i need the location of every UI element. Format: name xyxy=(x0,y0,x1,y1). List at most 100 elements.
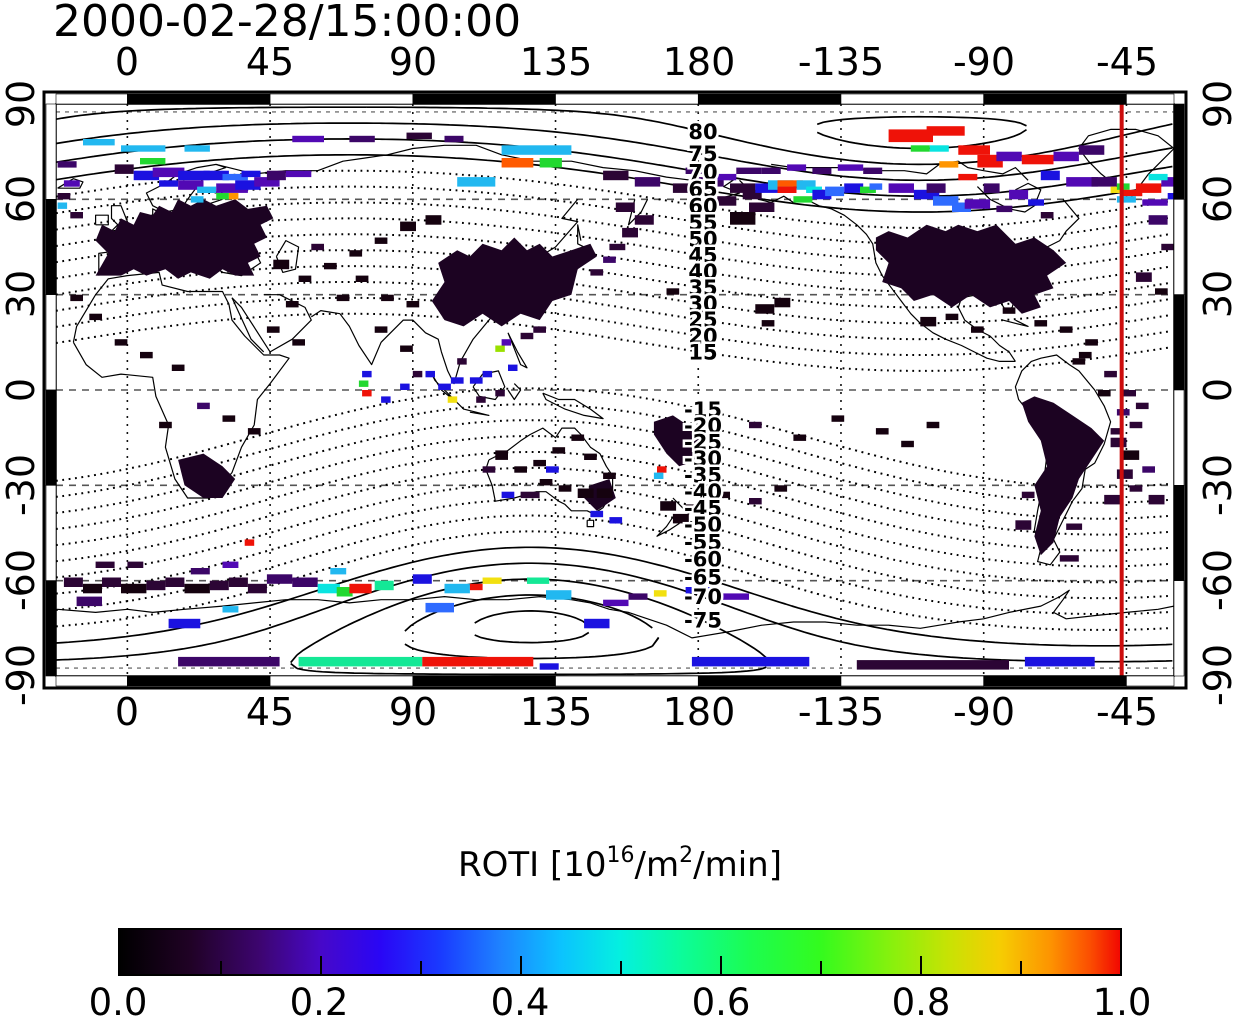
maglat-contour-label: 25 xyxy=(688,308,717,332)
roti-pixel xyxy=(317,583,340,594)
roti-pixel xyxy=(793,196,813,203)
roti-pixel xyxy=(910,145,930,152)
roti-pixel xyxy=(672,183,705,193)
maglat-contour-label: -25 xyxy=(684,430,722,454)
top-lon-tick--45: -45 xyxy=(1095,40,1159,84)
colorbar-label-0.4: 0.4 xyxy=(490,981,550,1024)
roti-pixel xyxy=(1091,177,1117,187)
roti-pixel xyxy=(349,250,363,257)
roti-pixel xyxy=(482,370,493,378)
maglat-contour-label: 65 xyxy=(688,178,717,202)
maglat-contour-label: 20 xyxy=(688,324,717,348)
roti-pixel xyxy=(222,173,248,181)
roti-pixel xyxy=(520,491,540,499)
roti-pixel xyxy=(1116,196,1136,203)
roti-pixel xyxy=(685,167,705,174)
roti-pixel xyxy=(171,364,185,371)
roti-pixel xyxy=(336,294,350,302)
maglat-contour-label: 60 xyxy=(688,194,717,218)
colorbar-label-0.8: 0.8 xyxy=(891,981,951,1024)
roti-pixel xyxy=(860,186,876,193)
roti-pixel xyxy=(945,313,959,321)
colorbar-minor-tick xyxy=(220,961,222,974)
maglat-contour-label: 80 xyxy=(688,120,717,144)
roti-pixel xyxy=(634,215,654,225)
roti-dense-region xyxy=(178,453,236,498)
roti-pixel xyxy=(400,383,410,390)
roti-pixel xyxy=(755,304,775,314)
bottom-lon-tick-0: 0 xyxy=(114,690,140,734)
roti-pixel xyxy=(222,415,236,422)
roti-pixel xyxy=(362,390,372,397)
roti-pixel xyxy=(349,135,375,143)
roti-pixel xyxy=(228,577,248,587)
roti-pixel xyxy=(450,377,464,384)
colorbar-minor-tick xyxy=(420,961,422,974)
roti-pixel xyxy=(406,132,432,139)
roti-pixel xyxy=(825,186,845,197)
roti-pixel xyxy=(831,415,845,422)
roti-pixel xyxy=(603,472,616,479)
roti-pixel xyxy=(244,539,255,546)
roti-pixel xyxy=(457,177,496,187)
roti-pixel xyxy=(501,491,515,499)
roti-pixel xyxy=(70,294,83,302)
superscript-16: 16 xyxy=(606,843,635,868)
roti-pixel xyxy=(1021,154,1054,165)
roti-pixel xyxy=(653,472,664,479)
roti-pixel xyxy=(1129,421,1143,429)
roti-pixel xyxy=(812,167,832,174)
roti-pixel xyxy=(717,196,737,206)
roti-pixel xyxy=(749,498,762,505)
maglat-contour-label: -45 xyxy=(684,496,722,520)
roti-pixel xyxy=(657,466,667,473)
roti-pixel xyxy=(1174,171,1193,177)
roti-pixel xyxy=(520,332,534,340)
roti-pixel xyxy=(761,167,781,174)
roti-pixel xyxy=(1059,326,1073,333)
roti-pixel xyxy=(777,186,797,193)
roti-pixel xyxy=(787,164,807,171)
roti-pixel xyxy=(438,383,451,390)
roti-pixel xyxy=(1110,186,1127,193)
roti-pixel xyxy=(362,370,372,378)
maglat-contour-label: 50 xyxy=(688,227,717,251)
roti-pixel xyxy=(584,453,597,460)
roti-pixel xyxy=(184,583,210,594)
roti-pixel xyxy=(774,297,791,308)
roti-pixel xyxy=(1085,339,1098,346)
roti-pixel xyxy=(482,466,496,473)
roti-pixel xyxy=(983,183,1000,193)
roti-pixel xyxy=(749,202,775,212)
roti-pixel xyxy=(1123,450,1140,460)
roti-pixel xyxy=(1174,263,1187,269)
roti-pixel xyxy=(222,606,239,613)
roti-pixel xyxy=(1104,494,1121,505)
maglat-contour-label: -20 xyxy=(684,414,722,438)
roti-pixel xyxy=(958,173,978,181)
roti-pixel xyxy=(1135,402,1149,410)
roti-pixel xyxy=(159,421,172,429)
roti-pixel xyxy=(603,599,629,607)
roti-pixel xyxy=(406,301,420,308)
roti-pixel xyxy=(1078,145,1105,155)
roti-pixel xyxy=(926,421,940,429)
maglat-contour-label: 70 xyxy=(688,160,717,184)
roti-pixel xyxy=(422,656,534,667)
roti-pixel xyxy=(495,345,505,352)
roti-pixel xyxy=(742,189,762,200)
roti-pixel xyxy=(165,577,185,587)
colorbar-minor-tick xyxy=(320,956,322,974)
roti-pixel xyxy=(939,161,959,168)
roti-pixel xyxy=(400,221,416,232)
roti-pixel xyxy=(812,189,832,200)
roti-pixel xyxy=(146,580,166,591)
roti-pixel xyxy=(1053,151,1079,162)
roti-pixel xyxy=(412,370,423,378)
roti-pixel xyxy=(425,602,454,613)
bottom-lon-tick-180: 180 xyxy=(662,690,736,734)
roti-pixel xyxy=(285,301,299,308)
roti-pixel xyxy=(926,183,946,193)
maglat-contour-label: 15 xyxy=(688,340,717,364)
